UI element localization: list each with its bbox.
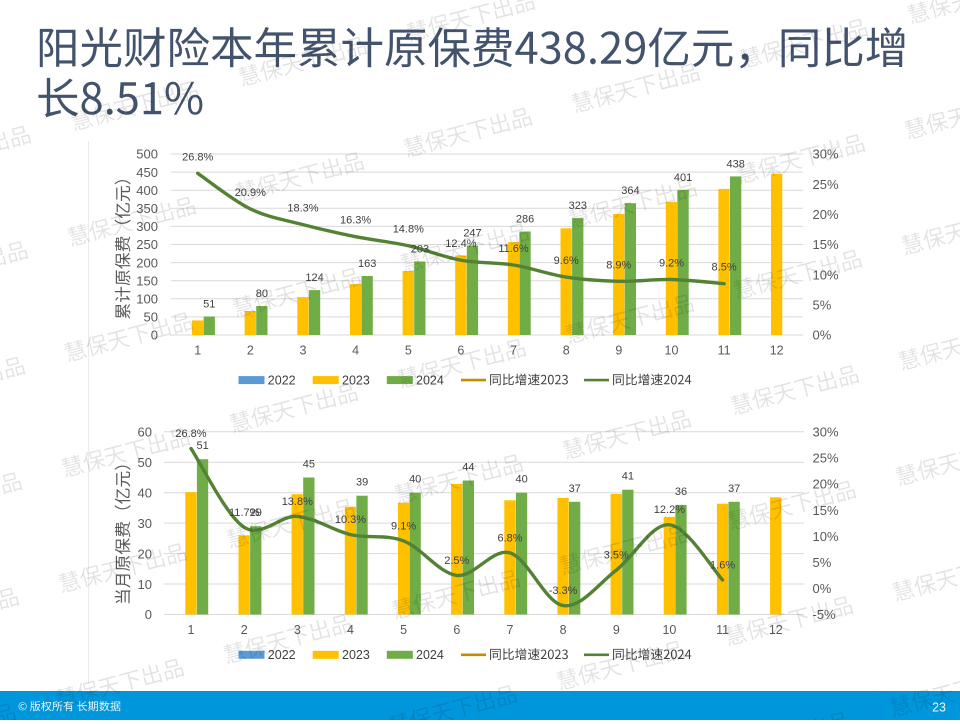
- svg-text:2022: 2022: [268, 648, 296, 662]
- svg-text:200: 200: [136, 255, 158, 270]
- svg-text:37: 37: [569, 483, 581, 495]
- svg-text:8.5%: 8.5%: [712, 262, 737, 274]
- svg-text:2: 2: [247, 344, 254, 358]
- svg-text:2022: 2022: [268, 373, 296, 387]
- svg-text:1.6%: 1.6%: [710, 560, 735, 572]
- svg-text:5%: 5%: [813, 555, 832, 570]
- svg-text:10: 10: [138, 577, 152, 592]
- svg-text:300: 300: [136, 219, 158, 234]
- svg-text:14.8%: 14.8%: [393, 224, 424, 236]
- svg-text:450: 450: [136, 165, 158, 180]
- svg-text:4: 4: [352, 344, 359, 358]
- svg-text:400: 400: [136, 183, 158, 198]
- svg-text:2.5%: 2.5%: [444, 555, 469, 567]
- svg-text:50: 50: [138, 455, 152, 470]
- svg-text:39: 39: [356, 477, 368, 489]
- svg-text:6: 6: [453, 623, 460, 637]
- svg-text:5%: 5%: [813, 298, 832, 313]
- svg-text:7: 7: [507, 623, 514, 637]
- svg-text:0: 0: [145, 607, 152, 622]
- svg-text:51: 51: [203, 299, 215, 311]
- svg-text:2023: 2023: [342, 648, 370, 662]
- svg-text:286: 286: [516, 214, 534, 226]
- svg-text:100: 100: [136, 292, 158, 307]
- svg-text:60: 60: [138, 425, 152, 440]
- svg-text:3: 3: [294, 623, 301, 637]
- svg-text:1: 1: [194, 344, 201, 358]
- svg-text:11: 11: [718, 344, 731, 358]
- svg-text:5: 5: [405, 344, 412, 358]
- svg-text:6.8%: 6.8%: [497, 532, 522, 544]
- svg-text:10: 10: [665, 344, 679, 358]
- svg-text:9.6%: 9.6%: [554, 255, 579, 267]
- svg-text:9.2%: 9.2%: [659, 258, 684, 270]
- svg-text:1: 1: [188, 623, 195, 637]
- svg-text:150: 150: [136, 273, 158, 288]
- svg-text:500: 500: [136, 147, 158, 162]
- svg-text:15%: 15%: [813, 237, 839, 252]
- svg-text:0%: 0%: [813, 328, 832, 343]
- svg-text:9: 9: [615, 344, 622, 358]
- svg-text:18.3%: 18.3%: [287, 203, 318, 215]
- svg-text:30%: 30%: [813, 425, 839, 440]
- svg-text:11.6%: 11.6%: [498, 243, 529, 255]
- svg-text:50: 50: [144, 310, 158, 325]
- svg-text:12: 12: [770, 344, 784, 358]
- svg-text:364: 364: [621, 185, 639, 197]
- svg-text:41: 41: [622, 471, 634, 483]
- svg-text:3: 3: [300, 344, 307, 358]
- svg-text:20: 20: [138, 546, 152, 561]
- svg-text:8.9%: 8.9%: [606, 259, 631, 271]
- svg-text:2024: 2024: [416, 373, 444, 387]
- svg-text:20%: 20%: [813, 477, 839, 492]
- svg-text:25%: 25%: [813, 177, 839, 192]
- svg-text:10: 10: [662, 623, 676, 637]
- svg-text:36: 36: [675, 486, 687, 498]
- svg-text:6: 6: [457, 344, 464, 358]
- svg-text:25%: 25%: [813, 451, 839, 466]
- svg-text:13.8%: 13.8%: [282, 496, 313, 508]
- svg-text:203: 203: [411, 244, 429, 256]
- svg-text:0%: 0%: [813, 581, 832, 596]
- svg-text:11.7%: 11.7%: [229, 507, 260, 519]
- svg-text:30: 30: [138, 516, 152, 531]
- svg-text:26.8%: 26.8%: [182, 151, 213, 163]
- svg-text:5: 5: [400, 623, 407, 637]
- svg-text:8: 8: [563, 344, 570, 358]
- svg-text:37: 37: [728, 483, 740, 495]
- svg-text:2024: 2024: [416, 648, 444, 662]
- svg-text:438: 438: [727, 158, 745, 170]
- svg-text:10%: 10%: [813, 529, 839, 544]
- svg-text:163: 163: [358, 258, 376, 270]
- svg-text:16.3%: 16.3%: [340, 215, 371, 227]
- svg-text:20%: 20%: [813, 207, 839, 222]
- svg-text:40: 40: [515, 474, 527, 486]
- svg-text:250: 250: [136, 237, 158, 252]
- svg-text:23: 23: [932, 701, 946, 715]
- svg-text:26.8%: 26.8%: [175, 428, 206, 440]
- svg-text:40: 40: [138, 485, 152, 500]
- svg-text:51: 51: [196, 440, 208, 452]
- svg-text:9.1%: 9.1%: [391, 520, 416, 532]
- svg-text:11: 11: [716, 623, 729, 637]
- svg-text:8: 8: [560, 623, 567, 637]
- svg-text:9: 9: [613, 623, 620, 637]
- svg-text:-3.3%: -3.3%: [549, 585, 578, 597]
- svg-text:12.2%: 12.2%: [654, 504, 685, 516]
- svg-text:45: 45: [303, 459, 315, 471]
- svg-text:2: 2: [241, 623, 248, 637]
- svg-text:401: 401: [674, 172, 692, 184]
- svg-text:29: 29: [250, 507, 262, 519]
